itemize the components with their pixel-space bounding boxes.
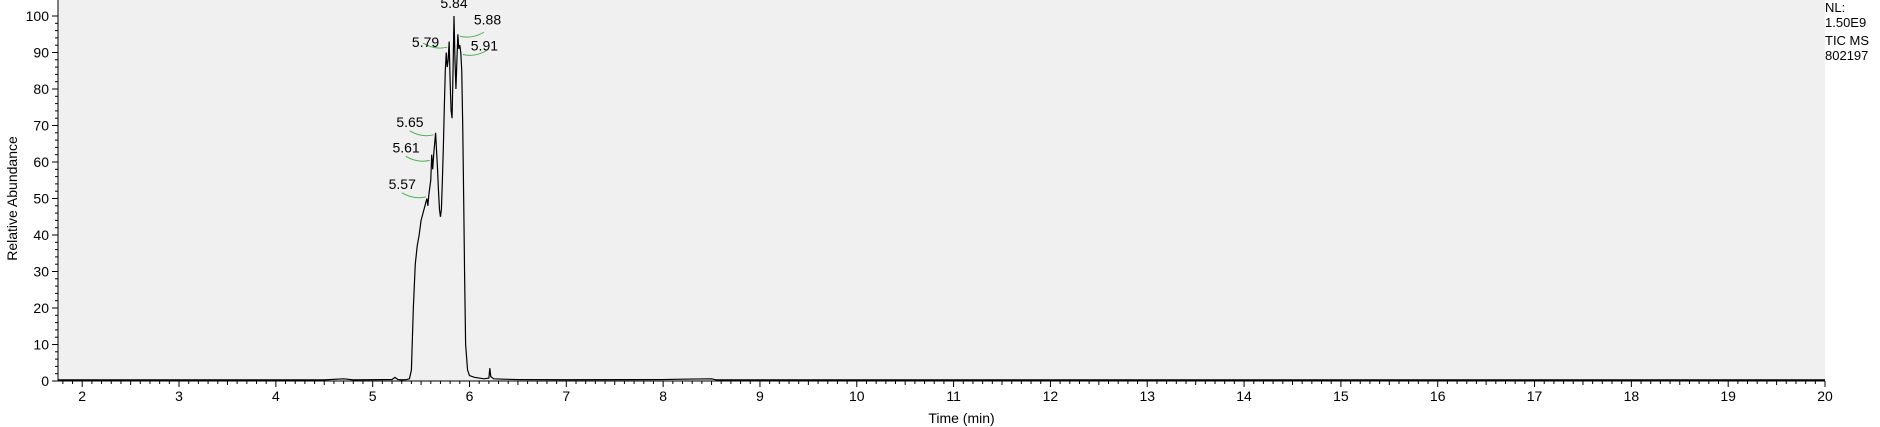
x-tick-label: 3 (175, 388, 183, 404)
nl-value: 1.50E9 (1825, 15, 1867, 30)
peak-marker (405, 155, 430, 162)
y-tick-label: 10 (33, 337, 49, 353)
x-tick-label: 20 (1817, 388, 1833, 404)
peak-label: 5.91 (471, 38, 498, 54)
peak-marker (459, 31, 485, 38)
y-ticks: 0 10 20 30 40 50 60 70 80 90 100 (26, 8, 58, 389)
peak-labels: 5.84 5.88 5.79 5.91 5.65 5.61 5.57 (389, 0, 502, 192)
x-tick-label: 9 (756, 388, 764, 404)
y-tick-label: 90 (33, 45, 49, 61)
peak-marker (409, 130, 434, 137)
peak-marker (462, 50, 488, 56)
y-tick-label: 20 (33, 300, 49, 316)
x-tick-label: 4 (272, 388, 280, 404)
file-number: 802197 (1825, 48, 1869, 63)
peak-label: 5.57 (389, 176, 416, 192)
x-tick-label: 19 (1720, 388, 1736, 404)
y-tick-label: 50 (33, 191, 49, 207)
y-tick-label: 30 (33, 264, 49, 280)
y-tick-label: 60 (33, 154, 49, 170)
x-tick-label: 7 (562, 388, 570, 404)
peak-marker (401, 192, 426, 199)
x-tick-label: 16 (1430, 388, 1446, 404)
x-tick-label: 11 (946, 388, 961, 404)
x-tick-label: 18 (1624, 388, 1640, 404)
x-axis-title: Time (min) (928, 410, 994, 426)
x-ticks: 2 3 4 5 6 7 8 9 10 11 12 13 14 15 16 17 18 19 20 (62, 381, 1833, 404)
peak-label: 5.84 (440, 0, 467, 11)
peak-label: 5.79 (412, 34, 439, 50)
y-tick-label: 100 (26, 8, 50, 24)
y-axis-title: Relative Abundance (4, 136, 20, 261)
nl-label: NL: (1825, 0, 1846, 15)
x-tick-label: 6 (466, 388, 474, 404)
x-tick-label: 5 (369, 388, 377, 404)
y-tick-label: 70 (33, 118, 49, 134)
y-tick-label: 80 (33, 81, 49, 97)
y-tick-label: 40 (33, 227, 49, 243)
peak-markers (401, 31, 488, 199)
x-tick-label: 13 (1139, 388, 1155, 404)
scan-filter: TIC MS (1825, 33, 1870, 48)
peak-label: 5.65 (396, 114, 423, 130)
peak-label: 5.61 (392, 139, 419, 155)
plot-area (58, 0, 1825, 381)
x-tick-label: 14 (1236, 388, 1252, 404)
x-tick-label: 2 (78, 388, 86, 404)
tic-trace (58, 15, 1825, 381)
x-tick-label: 12 (1043, 388, 1059, 404)
x-tick-label: 15 (1333, 388, 1349, 404)
x-tick-label: 17 (1527, 388, 1543, 404)
x-tick-label: 8 (659, 388, 667, 404)
peak-marker (422, 42, 448, 49)
y-tick-label: 0 (41, 373, 49, 389)
peak-label: 5.88 (474, 11, 501, 27)
x-tick-label: 10 (849, 388, 865, 404)
